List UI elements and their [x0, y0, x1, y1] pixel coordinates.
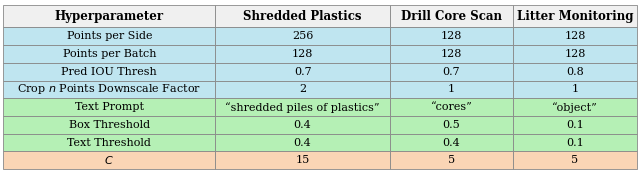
Text: Drill Core Scan: Drill Core Scan: [401, 10, 502, 23]
Bar: [390, 45, 513, 63]
Bar: [390, 151, 513, 169]
Bar: [216, 151, 390, 169]
Bar: [216, 98, 390, 116]
Text: “cores”: “cores”: [431, 102, 472, 112]
Text: 2: 2: [299, 84, 306, 94]
Bar: [390, 98, 513, 116]
Bar: [513, 27, 637, 45]
Text: 0.4: 0.4: [443, 138, 460, 148]
Text: Hyperparameter: Hyperparameter: [55, 10, 164, 23]
Text: 0.7: 0.7: [443, 67, 460, 77]
Bar: [513, 63, 637, 81]
Text: 1: 1: [572, 84, 579, 94]
Text: Text Threshold: Text Threshold: [67, 138, 151, 148]
Bar: [390, 134, 513, 151]
Text: Pred IOU Thresh: Pred IOU Thresh: [61, 67, 157, 77]
Text: 0.1: 0.1: [566, 138, 584, 148]
Bar: [216, 63, 390, 81]
Bar: [3, 45, 216, 63]
Text: 5: 5: [572, 155, 579, 165]
Text: 0.7: 0.7: [294, 67, 312, 77]
Text: Box Threshold: Box Threshold: [68, 120, 150, 130]
Bar: [216, 5, 390, 27]
Bar: [3, 81, 216, 98]
Text: Shredded Plastics: Shredded Plastics: [243, 10, 362, 23]
Bar: [3, 27, 216, 45]
Bar: [513, 116, 637, 134]
Bar: [3, 63, 216, 81]
Text: 0.5: 0.5: [443, 120, 460, 130]
Text: “object”: “object”: [552, 102, 598, 112]
Bar: [3, 5, 216, 27]
Bar: [513, 134, 637, 151]
Bar: [513, 81, 637, 98]
Text: Points per Side: Points per Side: [67, 31, 152, 41]
Bar: [390, 27, 513, 45]
Text: 0.4: 0.4: [294, 120, 312, 130]
Bar: [216, 27, 390, 45]
Bar: [216, 45, 390, 63]
Bar: [3, 98, 216, 116]
Bar: [390, 81, 513, 98]
Text: 128: 128: [564, 31, 586, 41]
Text: Points per Batch: Points per Batch: [63, 49, 156, 59]
Text: $C$: $C$: [104, 154, 114, 166]
Text: 128: 128: [441, 31, 462, 41]
Bar: [3, 134, 216, 151]
Text: “shredded piles of plastics”: “shredded piles of plastics”: [225, 102, 380, 112]
Bar: [513, 98, 637, 116]
Bar: [513, 151, 637, 169]
Text: Crop $n$ Points Downscale Factor: Crop $n$ Points Downscale Factor: [17, 82, 202, 96]
Text: 128: 128: [292, 49, 313, 59]
Text: 256: 256: [292, 31, 313, 41]
Bar: [390, 5, 513, 27]
Bar: [513, 5, 637, 27]
Text: Text Prompt: Text Prompt: [75, 102, 144, 112]
Bar: [390, 63, 513, 81]
Bar: [216, 134, 390, 151]
Text: 1: 1: [448, 84, 455, 94]
Bar: [513, 45, 637, 63]
Bar: [216, 116, 390, 134]
Text: 0.4: 0.4: [294, 138, 312, 148]
Bar: [390, 116, 513, 134]
Bar: [216, 81, 390, 98]
Text: 0.8: 0.8: [566, 67, 584, 77]
Text: 128: 128: [564, 49, 586, 59]
Text: Litter Monitoring: Litter Monitoring: [516, 10, 633, 23]
Text: 0.1: 0.1: [566, 120, 584, 130]
Bar: [3, 116, 216, 134]
Bar: [3, 151, 216, 169]
Text: 5: 5: [448, 155, 455, 165]
Text: 15: 15: [296, 155, 310, 165]
Text: 128: 128: [441, 49, 462, 59]
